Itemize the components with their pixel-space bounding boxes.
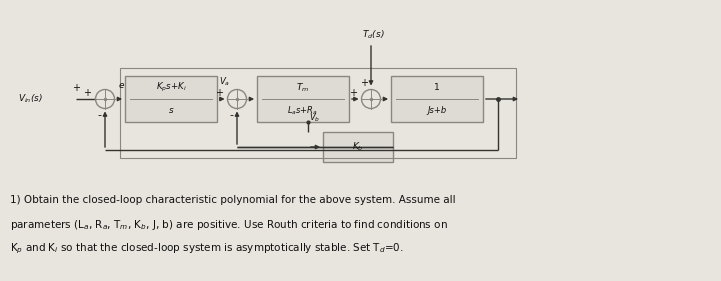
Text: K$_p$s+K$_i$: K$_p$s+K$_i$ (156, 81, 187, 94)
Bar (391, 76, 483, 122)
Bar (257, 76, 349, 122)
Bar (125, 76, 217, 122)
Text: e: e (118, 80, 124, 90)
Text: T$_m$: T$_m$ (296, 81, 310, 94)
Text: +: + (215, 88, 223, 98)
Text: K$_b$: K$_b$ (352, 141, 364, 153)
Text: +: + (349, 88, 357, 98)
Text: +: + (360, 78, 368, 88)
Text: parameters (L$_a$, R$_a$, T$_m$, K$_b$, J, b) are positive. Use Routh criteria t: parameters (L$_a$, R$_a$, T$_m$, K$_b$, … (10, 219, 448, 232)
Text: 1: 1 (434, 83, 440, 92)
Text: Js+b: Js+b (428, 106, 446, 115)
Text: K$_p$ and K$_i$ so that the closed-loop system is asymptotically stable. Set T$_: K$_p$ and K$_i$ so that the closed-loop … (10, 242, 404, 256)
Text: L$_a$s+R$_a$: L$_a$s+R$_a$ (288, 104, 319, 117)
Bar (323, 132, 393, 162)
Text: 1) Obtain the closed-loop characteristic polynomial for the above system. Assume: 1) Obtain the closed-loop characteristic… (10, 195, 456, 205)
Text: -: - (229, 110, 233, 120)
Text: -: - (97, 110, 101, 120)
Bar (120, 68, 516, 158)
Text: s: s (169, 106, 173, 115)
Text: V$_b$: V$_b$ (309, 112, 320, 124)
Text: +: + (83, 88, 91, 98)
Text: +: + (72, 83, 80, 93)
Text: T$_d$(s): T$_d$(s) (362, 28, 384, 41)
Text: V$_a$: V$_a$ (219, 76, 231, 88)
Text: V$_{in}$(s): V$_{in}$(s) (18, 93, 43, 105)
